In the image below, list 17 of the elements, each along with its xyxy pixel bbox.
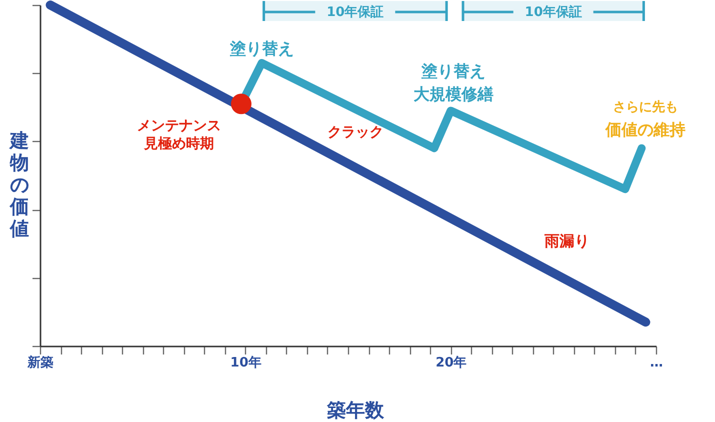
annotation: 大規模修繕 — [414, 84, 494, 104]
x-tick-label: 新築 — [26, 354, 54, 370]
annotation: さらに先も — [613, 100, 678, 116]
x-axis-title: 築年数 — [326, 400, 385, 422]
annotation: 見極め時期 — [143, 136, 214, 152]
annotation: メンテナンス — [137, 118, 222, 134]
annotation: 塗り替え — [228, 38, 294, 58]
annotation: クラック — [328, 124, 384, 141]
y-axis-title: 建物の価値 — [8, 130, 29, 240]
annotation: 価値の維持 — [604, 120, 686, 140]
x-tick-label: 10年 — [230, 356, 262, 370]
x-tick-label: … — [650, 356, 663, 370]
annotation: 雨漏り — [544, 232, 590, 250]
x-tick-label: 20年 — [436, 356, 467, 370]
band-label: 10年保証 — [524, 4, 582, 20]
band-label: 10年保証 — [326, 4, 384, 20]
annotation: 塗り替え — [420, 62, 486, 81]
